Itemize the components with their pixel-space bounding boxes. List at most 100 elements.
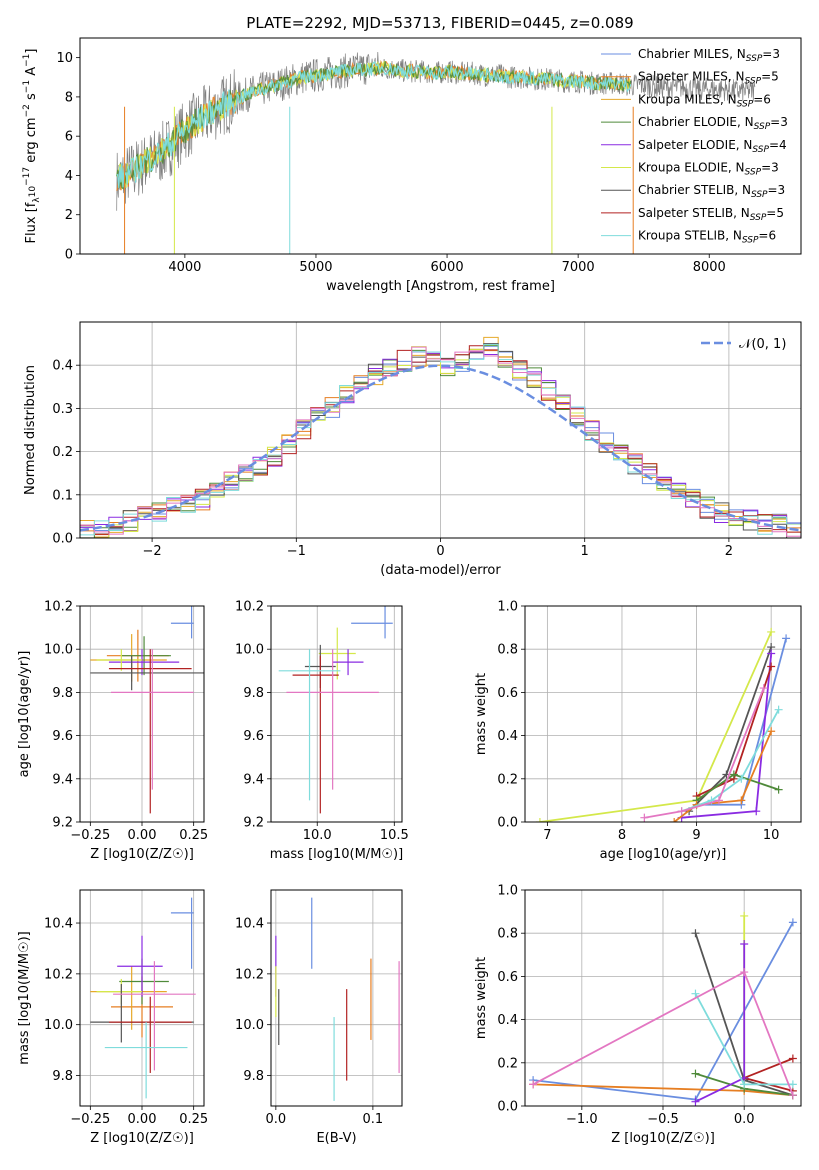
plus-marker [670,818,679,822]
plus-marker [767,627,776,636]
y-tick-label: 9.2 [52,816,73,831]
y-axis-label-part: −1 [22,54,32,67]
y-axis-label-part: λ [32,197,42,203]
x-axis-label: Z [log10(Z/Z☉)] [90,1131,194,1146]
y-tick-label: 0.2 [497,1056,518,1071]
y-axis-label-part: 10 [28,186,38,198]
y-axis-label: mass weight [474,957,489,1039]
legend-label-sub: SSP [750,213,767,223]
x-tick-label: −0.25 [70,828,110,843]
x-axis-label: Z [log10(Z/Z☉)] [611,1131,715,1146]
legend-label-eq: =3 [770,115,788,129]
y-tick-label: 10.4 [44,917,73,932]
y-axis-label-part: erg cm [24,117,39,166]
y-tick-label: 10.0 [235,1018,264,1033]
y-tick-label: 10.0 [44,1018,73,1033]
mass-weight-vs-metallicity-panel: −1.0 −0.5 0.0 0.0 0.2 0.4 0.6 0.8 1.0 Z [log10(Z/… [474,884,802,1146]
legend-label: Kroupa MILES, NSSP=6 [638,92,771,109]
plus-marker [774,705,783,714]
y-tick-label: 10.2 [235,600,264,615]
plus-marker [788,1080,797,1089]
y-tick-label: 2 [65,208,73,223]
y-tick-label: 1.0 [497,600,518,615]
plus-marker [729,770,738,779]
x-tick-label: 7 [543,828,551,843]
y-axis-label: Flux [fλ10−17 erg cm−2 s−1 A−1] [22,49,42,244]
x-tick-label: 10.5 [380,828,409,843]
x-tick-label: 2 [725,544,733,559]
residual-histogram-panel: −2 −1 0 1 2 0.0 0.1 0.2 0.3 0.4 (data-model)/error… [23,321,802,578]
x-tick-label: 0.25 [179,1112,208,1127]
legend-label-text: Chabrier ELODIE, N [638,115,754,129]
y-tick-label: 1.0 [497,884,518,899]
plus-marker [774,785,783,794]
spectrum-panel: 4000 5000 6000 7000 8000 0 2 4 6 8 10 wavelength [A… [22,37,802,294]
y-tick-label: 10.4 [235,917,264,932]
plus-marker [767,727,776,736]
plus-marker [691,989,700,998]
legend-label-sub: SSP [752,145,769,155]
x-tick-label: 4000 [168,260,201,275]
plot-area [90,606,204,814]
age-vs-mass-panel: 10.0 10.5 9.2 9.4 9.6 9.8 10.0 10.2 mass [log10(… [235,600,409,863]
plus-marker [752,807,761,816]
y-axis-label-part: ] [24,49,39,54]
y-axis-label: age [log10(age/yr)] [17,651,32,778]
legend-label-text: Kroupa ELODIE, N [638,161,745,175]
mass-vs-metallicity-panel: −0.25 0.00 0.25 9.8 10.0 10.2 10.4 Z [log10(Z/Z… [17,889,208,1146]
x-tick-label: 0.00 [128,1112,157,1127]
x-tick-label: −0.5 [647,1112,679,1127]
axes-frame [524,889,802,1107]
y-tick-label: 9.6 [52,729,73,744]
x-tick-label: 10.0 [303,828,332,843]
y-axis-label-part: s [24,93,39,104]
x-tick-label: 5000 [299,260,332,275]
legend-label-sub: SSP [737,99,754,109]
y-tick-label: 9.8 [243,686,264,701]
plus-marker [740,940,749,948]
y-tick-label: 0.2 [497,772,518,787]
axes-frame [270,605,403,823]
x-axis-label: (data-model)/error [380,563,501,578]
y-tick-label: 0.0 [497,816,518,831]
plus-marker [691,1097,700,1106]
plus-marker [788,1091,797,1100]
x-tick-label: 9 [692,828,700,843]
axes-frame [79,889,205,1107]
x-tick-label: −1 [287,544,306,559]
legend-label-text: Kroupa STELIB, N [638,229,742,243]
x-tick-label: 0.25 [179,828,208,843]
legend-label-eq: =3 [761,161,779,175]
y-tick-label: 9.8 [52,1069,73,1084]
y-tick-label: 10.2 [44,967,73,982]
legend-label-sub: SSP [742,236,759,246]
y-tick-label: 0.4 [52,359,73,374]
x-tick-label: 8 [618,828,626,843]
x-tick-label: −1.0 [566,1112,598,1127]
legend-label: Salpeter STELIB, NSSP=5 [638,206,784,223]
legend-label-eq: =5 [766,206,784,220]
y-tick-label: 10.2 [235,967,264,982]
plus-marker [535,818,544,822]
legend-label: 𝒩(0, 1) [739,337,786,352]
legend-label: Salpeter ELODIE, NSSP=4 [638,138,787,155]
legend-label-eq: =6 [753,92,771,106]
plus-marker [788,1054,797,1063]
x-tick-label: 7000 [562,260,595,275]
plus-marker [737,774,746,783]
y-axis-label: Normed distribution [23,365,38,495]
plus-marker [737,796,746,805]
y-tick-label: 10.2 [44,600,73,615]
normal-curve [80,364,801,532]
plus-marker [788,918,797,927]
x-tick-label: 1 [581,544,589,559]
legend-label-eq: =5 [761,70,779,84]
plus-marker [740,1080,749,1089]
legend-label-text: Salpeter ELODIE, N [638,138,752,152]
legend-label-sub: SSP [745,168,762,178]
histogram-step [80,344,801,538]
plus-marker [759,684,768,693]
x-axis-label: wavelength [Angstrom, rest frame] [326,279,555,294]
y-tick-label: 9.8 [243,1069,264,1084]
x-tick-label: 8000 [693,260,726,275]
